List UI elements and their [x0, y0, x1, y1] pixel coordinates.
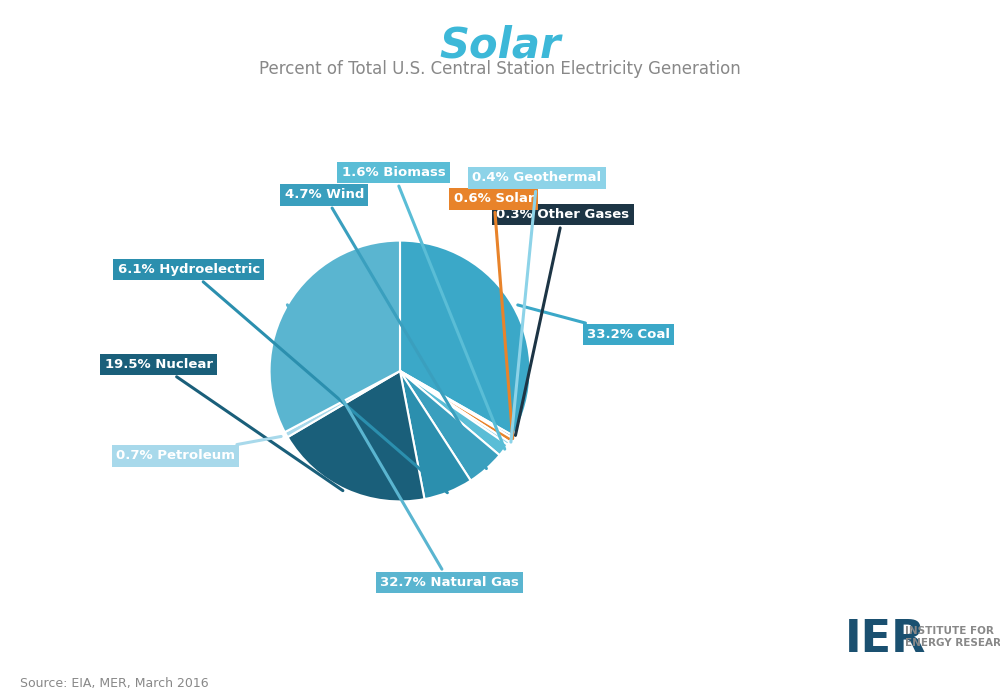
- Text: 0.7% Petroleum: 0.7% Petroleum: [116, 436, 281, 462]
- Wedge shape: [400, 371, 471, 499]
- Text: Source: EIA, MER, March 2016: Source: EIA, MER, March 2016: [20, 676, 209, 690]
- Wedge shape: [400, 371, 513, 438]
- Wedge shape: [285, 371, 400, 438]
- Wedge shape: [400, 371, 509, 444]
- Text: INSTITUTE FOR
ENERGY RESEARCH: INSTITUTE FOR ENERGY RESEARCH: [905, 626, 1000, 648]
- Text: 0.4% Geothermal: 0.4% Geothermal: [472, 172, 602, 442]
- Wedge shape: [400, 371, 512, 442]
- Text: IER: IER: [845, 619, 926, 661]
- Text: 0.6% Solar: 0.6% Solar: [454, 193, 534, 439]
- Text: Percent of Total U.S. Central Station Electricity Generation: Percent of Total U.S. Central Station El…: [259, 60, 741, 78]
- Wedge shape: [400, 371, 508, 455]
- Text: 19.5% Nuclear: 19.5% Nuclear: [105, 358, 343, 491]
- Text: 4.7% Wind: 4.7% Wind: [285, 188, 486, 468]
- Text: 32.7% Natural Gas: 32.7% Natural Gas: [287, 304, 519, 589]
- Text: Solar: Solar: [439, 25, 561, 66]
- Text: 1.6% Biomass: 1.6% Biomass: [342, 166, 505, 449]
- Text: 33.2% Coal: 33.2% Coal: [518, 305, 670, 341]
- Wedge shape: [270, 241, 400, 432]
- Text: 6.1% Hydroelectric: 6.1% Hydroelectric: [118, 262, 447, 493]
- Wedge shape: [288, 371, 424, 501]
- Text: 0.3% Other Gases: 0.3% Other Gases: [496, 208, 630, 435]
- Wedge shape: [400, 371, 500, 481]
- Wedge shape: [400, 241, 530, 435]
